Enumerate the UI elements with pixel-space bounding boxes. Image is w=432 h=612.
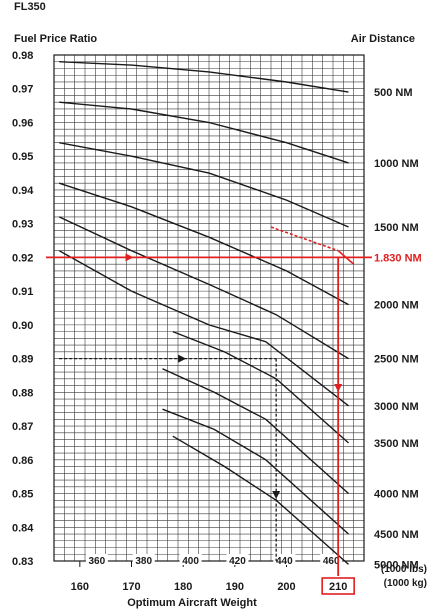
series-line	[162, 408, 349, 535]
x-tick-label-bg	[85, 554, 108, 565]
y-tick-label: 0.90	[12, 320, 33, 332]
y-tick-label: 0.92	[12, 252, 33, 264]
series-label: 5000 NM	[374, 559, 419, 571]
x-tick-label-lbs: 420	[229, 556, 246, 567]
x-tick-label-lbs: 460	[323, 556, 340, 567]
plot-frame	[53, 54, 365, 562]
unit-lbs-label: (1000 lbs)	[381, 564, 427, 575]
x-tick-label-bg	[179, 554, 202, 565]
series-line	[172, 435, 349, 565]
secondary-arrow-down	[272, 491, 281, 499]
x-axis-title: Optimum Aircraft Weight	[127, 597, 257, 609]
series-label: 3500 NM	[374, 438, 419, 450]
series-label: 1500 NM	[374, 222, 419, 234]
series-label: 4000 NM	[374, 489, 419, 501]
y-tick-label: 0.98	[12, 50, 33, 62]
series-line	[59, 61, 349, 93]
x-tick-label-kg: 160	[71, 581, 89, 593]
y-tick-label: 0.97	[12, 84, 33, 96]
x-tick-label-kg: 200	[277, 581, 295, 593]
series-line	[58, 250, 349, 407]
series-line	[59, 142, 349, 228]
series-line	[58, 182, 349, 306]
y-tick-label: 0.88	[12, 387, 33, 399]
x-tick-label-bg	[226, 554, 249, 565]
y-tick-label: 0.96	[12, 117, 33, 129]
series-label: 4500 NM	[374, 529, 419, 541]
y-tick-label: 0.85	[12, 489, 33, 501]
result-value: 210	[329, 581, 347, 593]
y-tick-label: 0.95	[12, 151, 33, 163]
series-label: 1000 NM	[374, 158, 419, 170]
y-tick-label: 0.84	[12, 522, 34, 534]
x-tick-label-lbs: 360	[89, 556, 106, 567]
x-tick-label-kg: 190	[226, 581, 244, 593]
x-tick-label-kg: 180	[174, 581, 192, 593]
x-tick-label-lbs: 400	[182, 556, 199, 567]
x-tick-label-kg: 170	[122, 581, 140, 593]
secondary-arrow-right	[178, 354, 187, 363]
air-distance-title: Air Distance	[350, 33, 415, 45]
series-label: 500 NM	[374, 87, 413, 99]
flight-level-label: FL350	[14, 1, 46, 13]
x-tick-label-lbs: 440	[276, 556, 293, 567]
result-value-box	[321, 577, 355, 595]
unit-kg-label: (1000 kg)	[384, 578, 427, 589]
y-tick-label: 0.91	[12, 286, 33, 298]
series-line	[59, 101, 349, 164]
example-arrow-down	[334, 384, 343, 392]
series-label: 3000 NM	[374, 401, 419, 413]
series-line	[172, 330, 349, 444]
y-tick-label: 0.93	[12, 219, 33, 231]
y-tick-label: 0.94	[12, 185, 34, 197]
series-label: 2000 NM	[374, 300, 419, 312]
series-line	[162, 368, 349, 495]
series-label: 2500 NM	[374, 354, 419, 366]
x-tick-label-bg	[320, 554, 343, 565]
y-tick-label: 0.83	[12, 556, 33, 568]
example-line-dashed	[270, 226, 339, 252]
y-axis-title: Fuel Price Ratio	[14, 33, 98, 45]
y-tick-label: 0.89	[12, 354, 33, 366]
x-tick-label-lbs: 380	[135, 556, 152, 567]
example-arrow-right	[125, 253, 134, 262]
x-tick-label-bg	[273, 554, 296, 565]
grid	[53, 54, 365, 562]
example-line-label: 1.830 NM	[374, 252, 422, 264]
series-line	[58, 216, 349, 360]
x-tick-label-bg	[132, 554, 155, 565]
y-tick-label: 0.86	[12, 455, 33, 467]
y-tick-label: 0.87	[12, 421, 33, 433]
